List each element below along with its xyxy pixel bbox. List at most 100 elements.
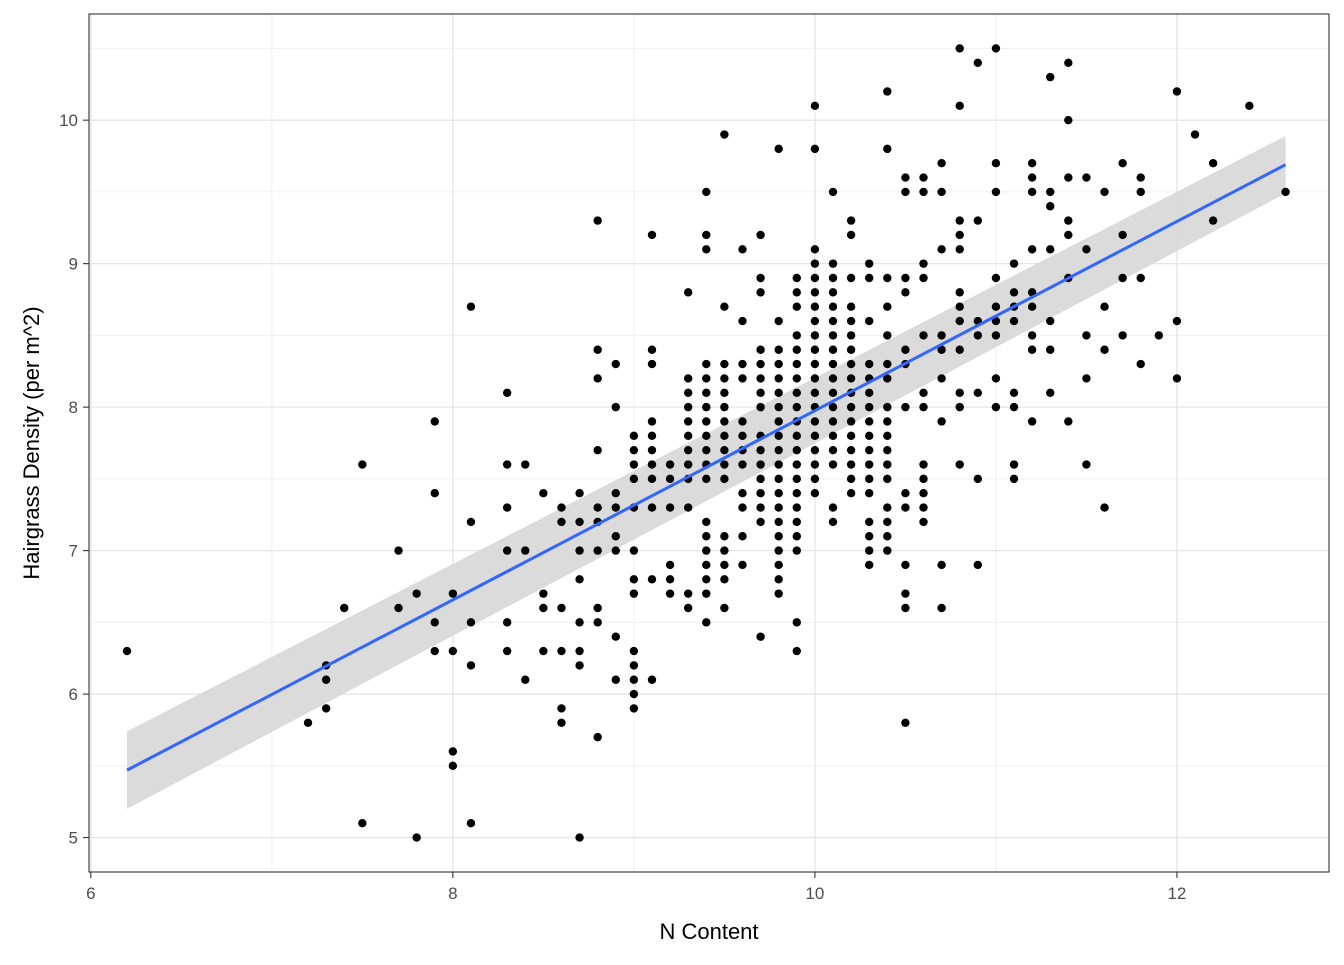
data-point — [774, 532, 783, 541]
data-point — [810, 460, 820, 469]
data-point — [466, 661, 476, 670]
data-point — [792, 402, 801, 412]
data-point — [502, 460, 512, 469]
data-point — [846, 417, 856, 426]
data-point — [122, 646, 132, 656]
data-point — [991, 402, 1001, 412]
data-point — [629, 474, 639, 484]
panel-border — [88, 13, 1330, 873]
data-point — [901, 603, 910, 613]
data-point — [1046, 345, 1055, 354]
data-point — [901, 718, 910, 727]
data-point — [557, 718, 566, 727]
data-point — [593, 216, 602, 225]
data-point — [683, 374, 693, 383]
data-point — [720, 302, 729, 311]
x-tick-label: 12 — [1167, 884, 1186, 903]
data-point — [702, 374, 711, 383]
data-point — [828, 316, 838, 326]
data-point — [828, 359, 838, 369]
data-point — [665, 460, 675, 469]
data-point — [702, 187, 711, 197]
data-point — [865, 417, 874, 426]
data-point — [683, 388, 693, 397]
data-point — [973, 388, 983, 397]
data-point — [593, 345, 602, 354]
data-point — [828, 273, 838, 283]
data-point — [683, 288, 693, 297]
data-point — [665, 560, 675, 570]
data-point — [575, 618, 584, 627]
data-point — [937, 345, 946, 354]
data-point — [792, 546, 801, 555]
data-point — [575, 489, 584, 498]
data-point — [738, 560, 747, 570]
data-point — [810, 302, 820, 311]
regression-line — [126, 163, 1287, 772]
data-point — [810, 359, 820, 369]
data-point — [629, 460, 639, 469]
data-point — [1064, 417, 1073, 426]
data-point — [720, 560, 729, 570]
data-point — [828, 288, 838, 297]
data-point — [828, 345, 838, 354]
data-point — [394, 603, 403, 613]
data-point — [1009, 388, 1019, 397]
data-point — [955, 288, 964, 297]
data-point — [828, 431, 838, 441]
data-point — [846, 359, 856, 369]
data-point — [865, 316, 874, 326]
data-point — [702, 388, 711, 397]
data-point — [955, 316, 964, 326]
data-point — [883, 374, 892, 383]
data-point — [683, 445, 693, 455]
data-point — [647, 431, 657, 441]
data-point — [774, 417, 783, 426]
data-point — [611, 503, 620, 512]
data-point — [430, 489, 439, 498]
data-point — [756, 388, 765, 397]
data-point — [557, 704, 566, 713]
data-point — [901, 345, 910, 354]
data-point — [430, 646, 439, 656]
data-point — [1064, 230, 1073, 240]
data-point — [720, 402, 729, 412]
data-point — [702, 532, 711, 541]
data-point — [901, 288, 910, 297]
data-point — [846, 460, 856, 469]
points-layer — [122, 44, 1290, 842]
y-axis: 5 6 7 8 9 10 — [59, 111, 89, 848]
data-point — [756, 230, 765, 240]
data-point — [1046, 72, 1055, 82]
x-tick-label: 10 — [805, 884, 824, 903]
data-point — [774, 374, 783, 383]
data-point — [756, 460, 765, 469]
data-point — [937, 245, 946, 254]
data-point — [611, 532, 620, 541]
data-point — [575, 575, 584, 584]
data-point — [466, 618, 476, 627]
data-point — [883, 431, 892, 441]
data-point — [792, 288, 801, 297]
data-point — [629, 646, 639, 656]
data-point — [756, 517, 765, 527]
data-point — [919, 517, 928, 527]
data-point — [1172, 374, 1182, 383]
data-point — [901, 173, 910, 182]
data-point — [955, 388, 964, 397]
data-point — [358, 819, 367, 828]
data-point — [593, 374, 602, 383]
data-point — [828, 517, 838, 527]
data-point — [1046, 316, 1055, 326]
data-point — [466, 517, 476, 527]
data-point — [846, 445, 856, 455]
data-point — [575, 646, 584, 656]
data-point — [865, 388, 874, 397]
data-point — [665, 575, 675, 584]
data-point — [412, 833, 421, 842]
data-point — [702, 575, 711, 584]
data-point — [430, 417, 439, 426]
data-point — [611, 632, 620, 641]
data-point — [702, 546, 711, 555]
data-point — [774, 503, 783, 512]
